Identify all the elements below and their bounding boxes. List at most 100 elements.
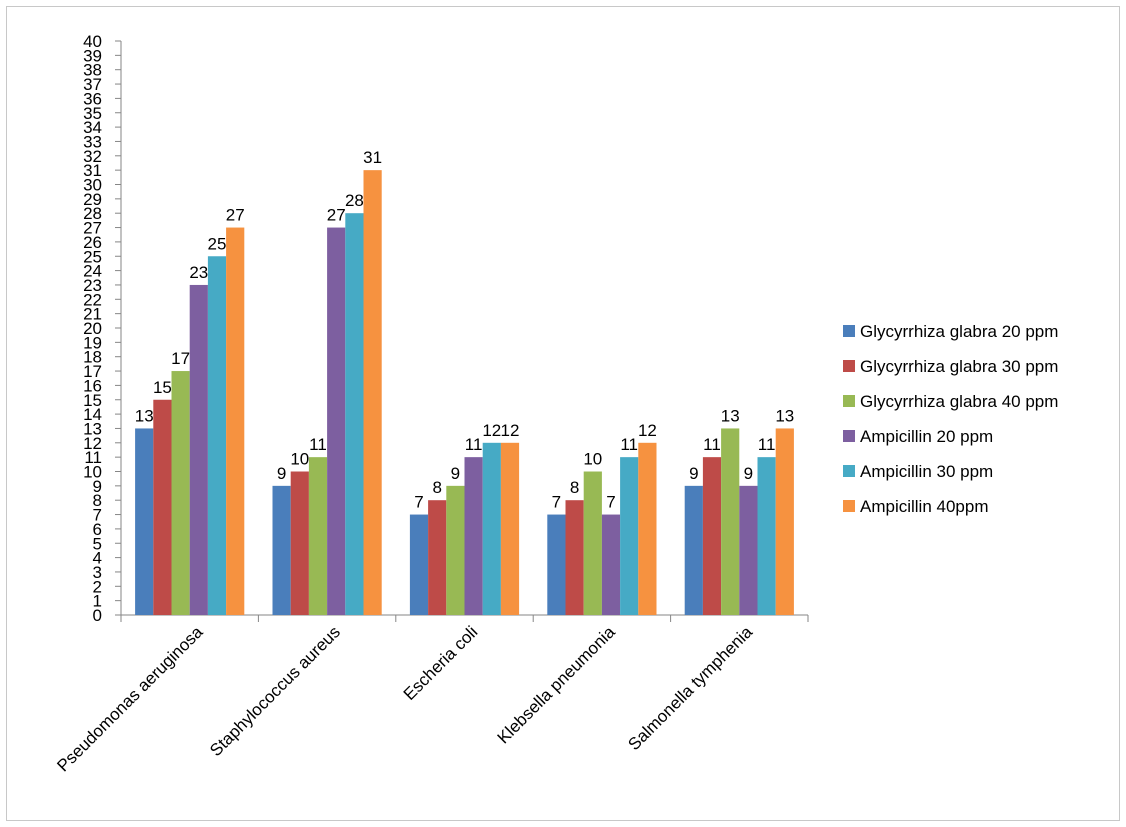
y-tick-label: 0 (93, 606, 102, 625)
bar (757, 457, 776, 615)
y-tick-label: 7 (93, 506, 102, 525)
y-tick-label: 37 (83, 75, 102, 94)
bar (363, 170, 382, 615)
y-tick-label: 24 (83, 262, 102, 281)
data-label: 7 (606, 493, 615, 512)
bar (547, 514, 566, 615)
legend-swatch (843, 395, 855, 407)
bar (171, 371, 190, 615)
y-tick-label: 26 (83, 233, 102, 252)
y-tick-label: 19 (83, 333, 102, 352)
bar (583, 471, 602, 615)
y-tick-label: 23 (83, 276, 102, 295)
y-tick-label: 10 (83, 463, 102, 482)
data-label: 10 (290, 450, 309, 469)
y-tick-label: 1 (93, 592, 102, 611)
y-tick-label: 22 (83, 290, 102, 309)
y-tick-label: 13 (83, 419, 102, 438)
bar (308, 457, 328, 615)
data-label: 9 (689, 464, 698, 483)
bar (189, 284, 208, 615)
legend: Glycyrrhiza glabra 20 ppm Glycyrrhiza gla… (843, 322, 1058, 516)
y-tick-label: 27 (83, 219, 102, 238)
x-axis-labels: Pseudomonas aeruginosa Staphylococcus aur… (53, 622, 756, 775)
bar-chart: 0123456789101112131415161718192021222324… (53, 32, 1058, 776)
data-label: 11 (309, 435, 327, 454)
data-label: 10 (583, 450, 602, 469)
data-label: 7 (552, 493, 561, 512)
bar (428, 500, 447, 615)
y-tick-label: 18 (83, 348, 102, 367)
y-tick-label: 15 (83, 391, 102, 410)
bar (721, 428, 740, 615)
bar (226, 227, 245, 616)
y-tick-label: 9 (93, 477, 102, 496)
legend-label: Glycyrrhiza glabra 20 ppm (860, 322, 1058, 341)
data-label: 11 (620, 435, 638, 454)
bar (207, 256, 227, 615)
bar (684, 485, 703, 615)
y-tick-label: 35 (83, 104, 102, 123)
bar (272, 485, 291, 615)
y-tick-label: 39 (83, 46, 102, 65)
chart-frame: 0 1 2 3 4 5 6 7 8 9 10 11 12 13 14 15 16 17 18 19 20 21 22 23 24… (6, 6, 1120, 821)
bar (464, 457, 483, 615)
y-tick-label: 34 (83, 118, 102, 137)
x-tick-label: Staphylococcus aureus (206, 622, 344, 760)
data-label: 12 (482, 421, 501, 440)
bar (409, 514, 429, 615)
bar (638, 442, 657, 615)
bar (739, 485, 758, 615)
data-label: 12 (638, 421, 657, 440)
bar (327, 227, 346, 616)
legend-swatch (843, 500, 855, 512)
x-tick-label: Salmonella tymphenia (624, 622, 756, 754)
data-label: 8 (570, 478, 579, 497)
data-label: 12 (501, 421, 520, 440)
y-tick-label: 11 (84, 448, 102, 467)
y-tick-label: 6 (93, 520, 102, 539)
bar (620, 457, 639, 615)
bar (135, 428, 154, 615)
y-tick-label: 20 (83, 319, 102, 338)
data-label: 15 (153, 378, 172, 397)
bar (775, 428, 794, 615)
y-tick-label: 30 (83, 176, 102, 195)
x-tick-label: Escheria coli (400, 622, 482, 704)
data-label: 13 (135, 406, 154, 425)
y-tick-label: 3 (93, 563, 102, 582)
data-label: 27 (226, 206, 245, 225)
y-tick-label: 5 (93, 534, 102, 553)
data-label: 25 (208, 234, 227, 253)
y-tick-label: 14 (83, 405, 102, 424)
y-tick-label: 25 (83, 247, 102, 266)
data-label: 13 (775, 406, 794, 425)
data-label: 31 (363, 148, 382, 167)
legend-swatch (843, 325, 855, 337)
y-tick-label: 8 (93, 491, 102, 510)
bar (702, 457, 722, 615)
data-label: 13 (721, 406, 740, 425)
y-tick-label: 4 (93, 549, 102, 568)
legend-label: Ampicillin 20 ppm (860, 427, 993, 446)
bar (345, 213, 364, 615)
y-tick-label: 2 (93, 577, 102, 596)
x-tick-label: Klebsella pneumonia (494, 622, 619, 747)
data-label: 28 (345, 191, 364, 210)
data-label: 11 (465, 435, 483, 454)
y-tick-label: 17 (83, 362, 102, 381)
y-tick-label: 28 (83, 204, 102, 223)
bar (565, 500, 584, 615)
bars (135, 170, 794, 616)
legend-swatch (843, 465, 855, 477)
data-label: 8 (432, 478, 441, 497)
y-tick-label: 29 (83, 190, 102, 209)
y-tick-label: 32 (83, 147, 102, 166)
bar (153, 399, 172, 615)
data-label: 9 (277, 464, 286, 483)
legend-label: Glycyrrhiza glabra 40 ppm (860, 392, 1058, 411)
y-tick-label: 31 (83, 161, 102, 180)
legend-label: Ampicillin 40ppm (860, 497, 989, 516)
y-tick-label: 36 (83, 89, 102, 108)
